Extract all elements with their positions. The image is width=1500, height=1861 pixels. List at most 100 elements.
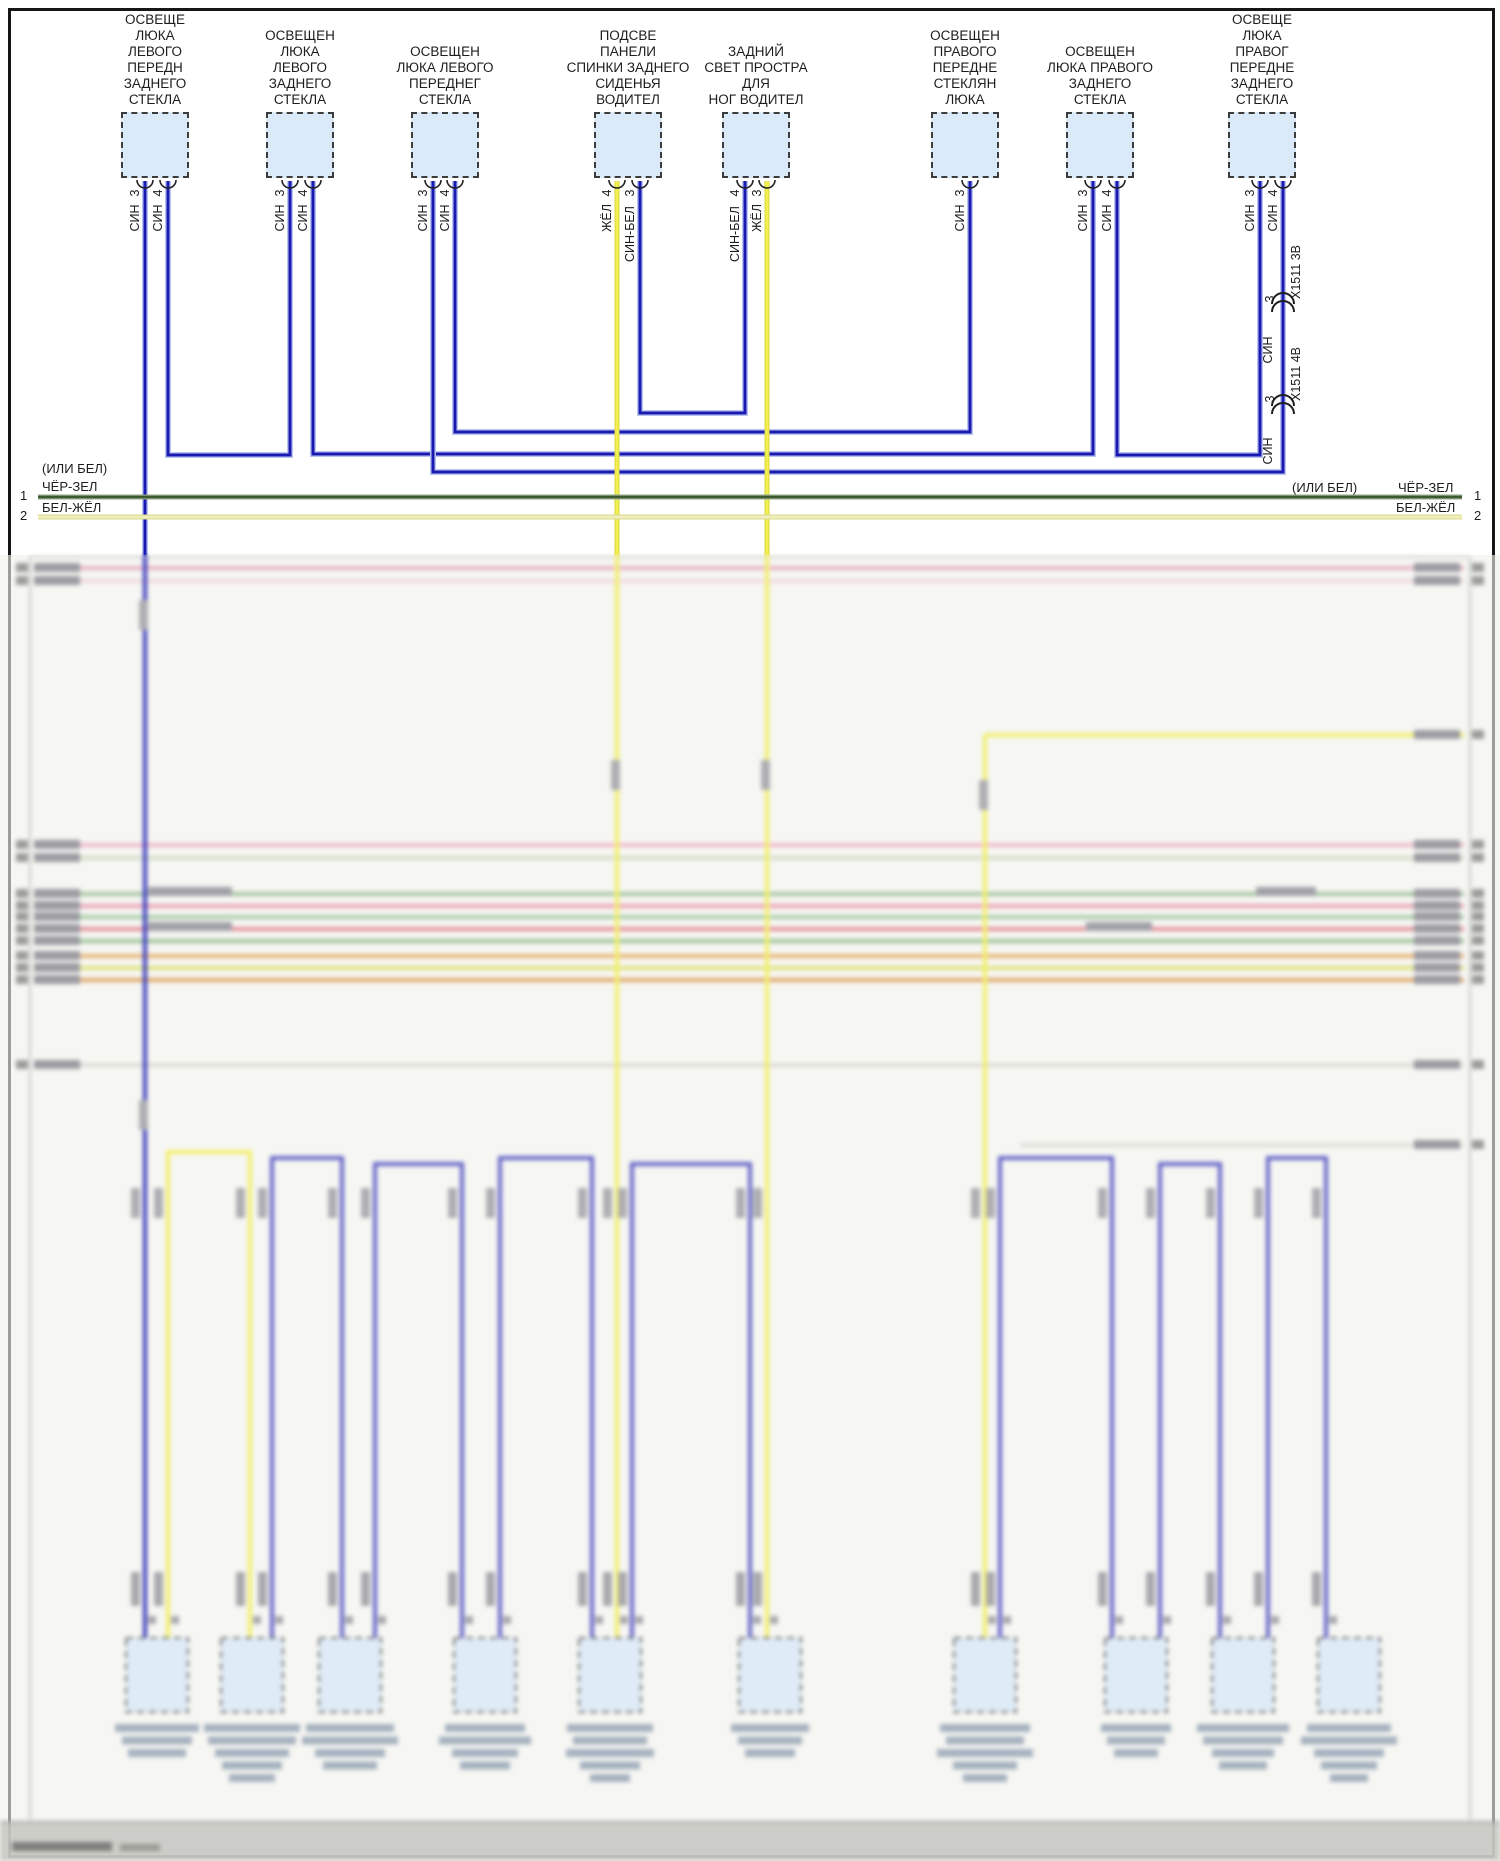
- wire-label-blur: [578, 1572, 587, 1606]
- bottom-component-box: [318, 1637, 382, 1713]
- wire-label-blur: [1146, 1188, 1155, 1218]
- wire-label-blur: [34, 840, 80, 849]
- component-label-line: ЛЕВОГО: [128, 44, 182, 59]
- bottom-component-caption-blur: [460, 1761, 510, 1770]
- bottom-component-caption-blur: [1219, 1761, 1267, 1770]
- component-label-line: СТЕКЛА: [1073, 92, 1127, 107]
- bottom-component-caption-blur: [229, 1774, 275, 1782]
- component-label-line: ПРАВОГ: [1235, 44, 1289, 59]
- blue-wire-1-halo: [165, 181, 293, 458]
- component-label-line: СТЕКЛА: [418, 92, 472, 107]
- pin-exit-arc: [304, 179, 322, 189]
- bottom-component-caption-blur: [315, 1749, 385, 1757]
- wire-label-blur: [736, 1572, 745, 1606]
- component-label-line: ПЕРЕДНЕГ: [409, 76, 481, 91]
- component-box: [411, 112, 479, 178]
- wire-label-blur: [1312, 1188, 1321, 1218]
- wire-color-label: СИН: [151, 204, 165, 232]
- footer-text-blur: [12, 1842, 112, 1851]
- wire-label-blur: [486, 1572, 495, 1606]
- edge-number-blur: [1472, 936, 1484, 945]
- pin-number-blur: [378, 1616, 386, 1624]
- wire-label-blur: [34, 975, 80, 984]
- bottom-component-caption-blur: [738, 1736, 802, 1745]
- wire-label-blur: [1414, 924, 1460, 933]
- wire-label-blur: [258, 1188, 267, 1218]
- component-box: [121, 112, 189, 178]
- bottom-component-caption-blur: [745, 1749, 795, 1757]
- edge-number-blur: [1472, 975, 1484, 984]
- wire-label-blur: [34, 889, 80, 898]
- component-box: [931, 112, 999, 178]
- pin-number-blur: [1329, 1616, 1337, 1624]
- wire-color-label: СИН: [1100, 204, 1114, 232]
- edge-number-blur: [1472, 563, 1484, 572]
- wire-label-blur: [986, 1572, 995, 1606]
- wire-label-blur: [1414, 951, 1460, 960]
- wire-label-blur: [34, 853, 80, 862]
- bus-line2-number-left: 2: [20, 508, 28, 523]
- wire-color-label: СИН: [1076, 204, 1090, 232]
- bottom-component-caption-blur: [452, 1749, 518, 1757]
- blur-loop-wire-0-halo: [168, 1152, 250, 1640]
- pin-number-blur: [595, 1616, 603, 1624]
- bottom-component-box: [125, 1637, 189, 1713]
- bottom-component-caption-blur: [1203, 1736, 1283, 1745]
- edge-number-blur: [1472, 1140, 1484, 1149]
- wire-label-blur: [618, 1188, 627, 1218]
- edge-number-blur: [16, 889, 28, 898]
- bottom-component-box: [220, 1637, 284, 1713]
- component-label-line: НОГ ВОДИТЕЛ: [708, 92, 804, 107]
- component-label: ПОДСВЕ ПАНЕЛИ СПИНКИ ЗАДНЕГО СИДЕНЬЯ ВОДИТЕЛ: [543, 28, 713, 108]
- edge-number-blur: [1472, 912, 1484, 921]
- wire-label-blur: [1098, 1188, 1107, 1218]
- blur-loop-wire-0: [166, 1150, 252, 1640]
- edge-number-blur: [1472, 951, 1484, 960]
- edge-number-blur: [16, 563, 28, 572]
- blur-loop-wire-2-halo: [375, 1164, 462, 1640]
- component-label-line: ЛЮКА: [945, 92, 985, 107]
- wire-label-blur: [34, 912, 80, 921]
- bottom-component-box: [1104, 1637, 1168, 1713]
- component-box: [266, 112, 334, 178]
- component-label-line: ПОДСВЕ: [599, 28, 657, 43]
- wire-color-label: СИН: [1261, 437, 1275, 465]
- wire-color-label: СИН: [438, 204, 452, 232]
- bottom-component-caption-blur: [1114, 1749, 1158, 1757]
- wire-label-blur: [1206, 1188, 1215, 1218]
- bottom-component-caption-blur: [323, 1761, 377, 1770]
- wire-note-blur: [148, 887, 232, 896]
- wire-label-blur: [753, 1188, 762, 1218]
- component-label-line: ОСВЕЩЕ: [125, 12, 185, 27]
- wire-label-blur: [139, 600, 148, 630]
- pin-number-blur: [620, 1616, 628, 1624]
- wire-label-blur: [34, 963, 80, 972]
- wire-label-blur: [578, 1188, 587, 1218]
- wire-label-blur: [258, 1572, 267, 1606]
- edge-number-blur: [16, 924, 28, 933]
- pin-exit-arc: [424, 179, 442, 189]
- wire-color-label: СИН: [953, 204, 967, 232]
- blur-loop-wire-6: [1158, 1162, 1222, 1640]
- bottom-component-box: [953, 1637, 1017, 1713]
- wire-label-blur: [448, 1188, 457, 1218]
- pin-exit-arc: [1274, 179, 1292, 189]
- wire-color-label: СИН: [128, 204, 142, 232]
- component-box: [594, 112, 662, 178]
- bottom-component-caption-blur: [590, 1774, 630, 1782]
- wire-label-blur: [1414, 963, 1460, 972]
- pin-exit-arc: [608, 179, 626, 189]
- wire-label-blur: [971, 1188, 980, 1218]
- blue-wire-6-halo: [1114, 181, 1263, 458]
- bottom-component-caption-blur: [1101, 1724, 1171, 1732]
- wire-label-blur: [986, 1188, 995, 1218]
- wire-color-label: СИН: [273, 204, 287, 232]
- bus-note-right: (ИЛИ БЕЛ): [1292, 480, 1358, 495]
- component-label-line: ЛЮКА: [280, 44, 320, 59]
- bottom-component-caption-blur: [1314, 1749, 1384, 1757]
- blue-wire-6: [1115, 181, 1262, 457]
- wire-label-blur: [34, 951, 80, 960]
- pin-exit-arc: [1251, 179, 1269, 189]
- bottom-component-caption-blur: [1321, 1761, 1377, 1770]
